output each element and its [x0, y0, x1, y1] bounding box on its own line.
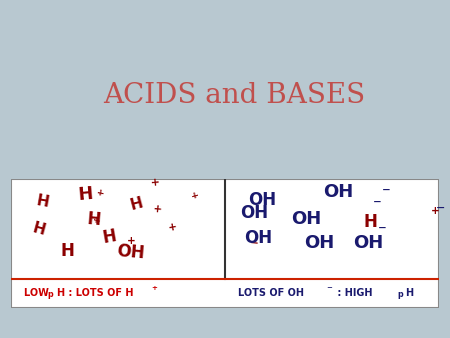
Text: −: −	[327, 285, 333, 291]
Text: H: H	[31, 221, 47, 239]
Text: −: −	[436, 203, 445, 213]
FancyBboxPatch shape	[11, 179, 439, 308]
Text: ACIDS and BASES: ACIDS and BASES	[103, 82, 365, 109]
Text: OH: OH	[353, 235, 383, 252]
Text: p: p	[48, 290, 54, 299]
Text: −: −	[249, 238, 259, 248]
Text: +: +	[96, 188, 105, 198]
Text: LOTS OF OH: LOTS OF OH	[238, 288, 304, 298]
Text: H: H	[56, 288, 64, 298]
Text: : LOTS OF H: : LOTS OF H	[65, 288, 134, 298]
Text: −: −	[378, 223, 387, 233]
Text: H: H	[364, 213, 378, 231]
Text: LOW: LOW	[24, 288, 52, 298]
Text: p: p	[397, 290, 403, 299]
Text: H: H	[129, 195, 145, 213]
Text: OH: OH	[244, 230, 272, 247]
Text: +: +	[127, 236, 136, 246]
Text: : HIGH: : HIGH	[334, 288, 376, 298]
Text: H: H	[35, 193, 50, 210]
Text: +: +	[431, 206, 439, 216]
Text: +: +	[190, 190, 200, 201]
Text: OH: OH	[240, 204, 268, 222]
Text: −: −	[374, 197, 382, 207]
Text: +: +	[92, 216, 102, 226]
Text: H: H	[405, 288, 414, 298]
Text: H: H	[86, 210, 101, 230]
Text: OH: OH	[291, 210, 321, 228]
Text: −: −	[382, 185, 391, 194]
Text: +: +	[168, 222, 178, 233]
Text: H: H	[60, 242, 74, 260]
Text: H: H	[77, 185, 94, 204]
Text: OH: OH	[248, 191, 277, 209]
Text: +: +	[150, 177, 160, 188]
Text: OH: OH	[116, 242, 145, 263]
Text: +: +	[151, 285, 157, 291]
Text: −: −	[449, 227, 450, 237]
Text: H: H	[101, 227, 118, 247]
Text: OH: OH	[323, 183, 354, 201]
Text: OH: OH	[304, 235, 334, 252]
Text: +: +	[153, 204, 162, 215]
